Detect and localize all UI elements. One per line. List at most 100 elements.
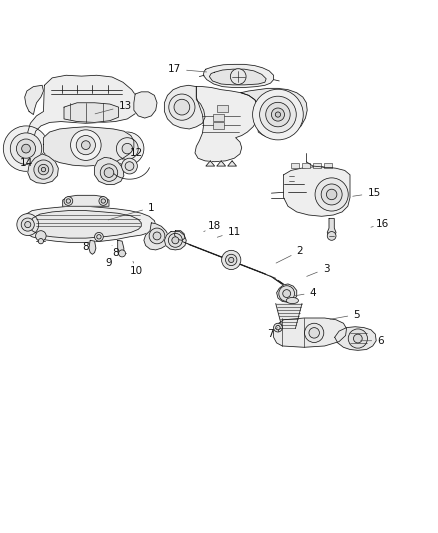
Polygon shape [241, 88, 307, 138]
Circle shape [276, 326, 280, 330]
Polygon shape [276, 304, 302, 328]
Text: 7: 7 [267, 328, 278, 339]
Text: 3: 3 [307, 264, 329, 277]
Bar [302, 163, 310, 168]
Circle shape [304, 323, 324, 343]
Circle shape [64, 197, 73, 205]
Circle shape [38, 239, 43, 244]
Polygon shape [25, 85, 43, 115]
Circle shape [104, 168, 114, 177]
Polygon shape [277, 284, 297, 302]
Circle shape [66, 199, 71, 203]
Circle shape [95, 232, 103, 241]
Polygon shape [63, 195, 109, 206]
Circle shape [174, 99, 190, 115]
Polygon shape [95, 157, 124, 184]
Circle shape [122, 143, 133, 154]
Circle shape [16, 139, 35, 158]
Text: 16: 16 [371, 219, 389, 229]
Ellipse shape [286, 297, 298, 304]
Circle shape [119, 250, 126, 257]
Circle shape [274, 323, 283, 332]
Polygon shape [228, 161, 237, 166]
Circle shape [283, 289, 290, 297]
Circle shape [321, 184, 342, 205]
Circle shape [111, 132, 144, 165]
Polygon shape [271, 276, 296, 293]
Circle shape [272, 108, 285, 121]
Polygon shape [206, 161, 215, 166]
Circle shape [326, 189, 337, 200]
Polygon shape [195, 87, 259, 161]
Circle shape [34, 160, 53, 179]
Circle shape [149, 228, 165, 244]
Bar [213, 114, 224, 120]
Circle shape [222, 251, 241, 270]
Circle shape [153, 232, 161, 240]
Polygon shape [203, 64, 274, 87]
Text: 8: 8 [82, 241, 95, 252]
Polygon shape [284, 167, 350, 216]
Circle shape [279, 286, 294, 302]
Circle shape [4, 126, 49, 171]
Circle shape [97, 235, 101, 239]
Circle shape [266, 102, 290, 127]
Text: 4: 4 [295, 288, 316, 298]
Polygon shape [174, 231, 185, 240]
Text: 11: 11 [217, 227, 241, 237]
Circle shape [230, 69, 246, 84]
Text: 9: 9 [106, 258, 112, 268]
Polygon shape [179, 240, 276, 278]
Polygon shape [134, 92, 157, 118]
Polygon shape [21, 206, 155, 243]
Text: 18: 18 [204, 221, 221, 231]
Circle shape [35, 231, 46, 241]
Circle shape [309, 328, 319, 338]
Circle shape [315, 178, 348, 211]
Polygon shape [144, 223, 169, 250]
Polygon shape [64, 103, 119, 123]
Bar [313, 163, 321, 168]
Polygon shape [164, 231, 186, 250]
Text: 15: 15 [353, 188, 381, 198]
Circle shape [99, 197, 108, 205]
Circle shape [71, 130, 101, 160]
Text: 6: 6 [360, 336, 384, 346]
Circle shape [226, 254, 237, 265]
Circle shape [41, 167, 46, 172]
Bar [324, 163, 332, 168]
Circle shape [100, 164, 118, 181]
Polygon shape [30, 211, 141, 238]
Bar [291, 163, 299, 168]
Circle shape [38, 164, 49, 175]
Polygon shape [118, 240, 124, 254]
Circle shape [76, 135, 95, 155]
Circle shape [229, 257, 234, 263]
Circle shape [81, 141, 90, 149]
Text: 17: 17 [168, 64, 207, 74]
Polygon shape [43, 127, 134, 166]
Text: 1: 1 [108, 203, 155, 220]
Circle shape [327, 231, 336, 240]
Text: 14: 14 [19, 158, 33, 167]
Circle shape [168, 233, 182, 247]
Circle shape [353, 334, 362, 343]
Circle shape [172, 237, 179, 244]
Polygon shape [217, 161, 226, 166]
Circle shape [253, 89, 303, 140]
Circle shape [25, 222, 31, 228]
Circle shape [101, 199, 106, 203]
Text: 5: 5 [330, 310, 360, 319]
Polygon shape [164, 85, 205, 129]
Bar [213, 123, 224, 130]
Circle shape [260, 96, 296, 133]
Text: 12: 12 [122, 148, 143, 159]
Circle shape [348, 329, 367, 348]
Polygon shape [274, 318, 346, 348]
Circle shape [21, 144, 30, 153]
Polygon shape [327, 219, 336, 239]
Circle shape [169, 94, 195, 120]
Polygon shape [89, 240, 96, 254]
Text: 10: 10 [130, 261, 143, 276]
Circle shape [276, 112, 281, 117]
